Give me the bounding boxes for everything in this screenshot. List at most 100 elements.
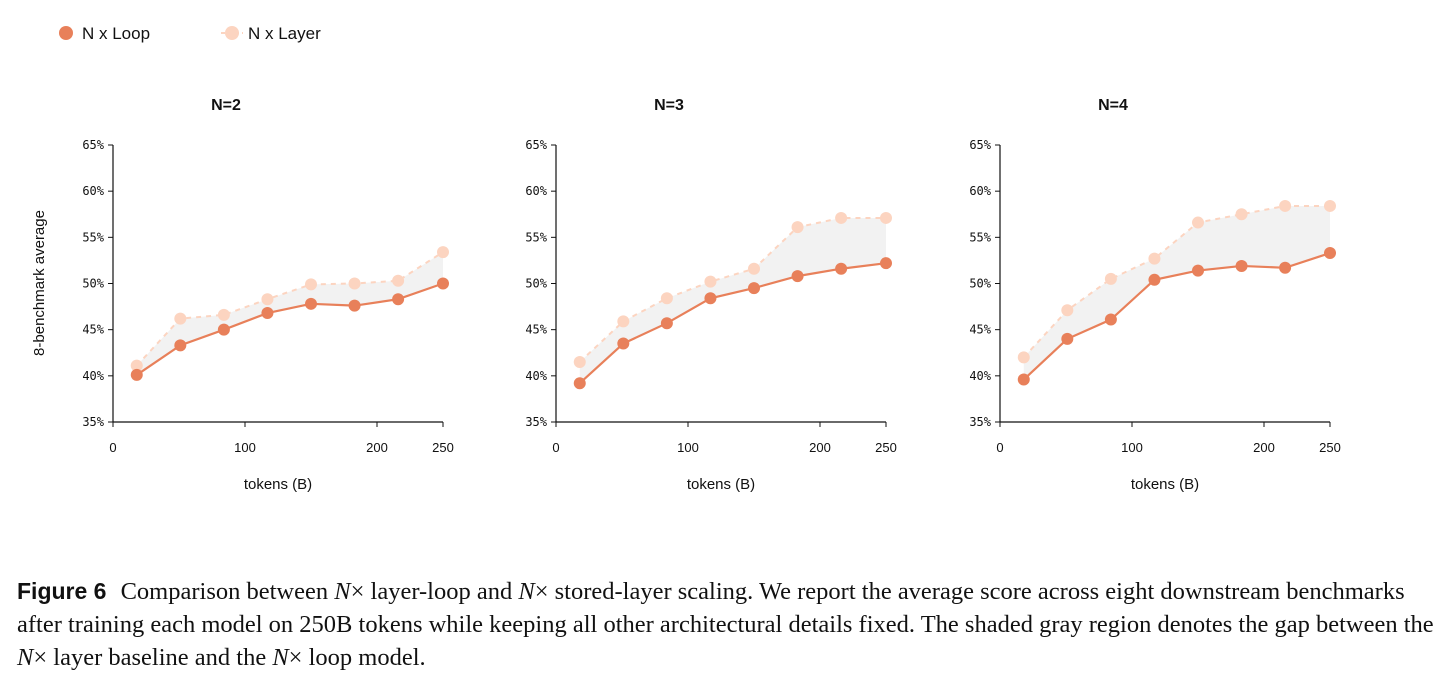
data-point-loop [437,277,449,290]
data-point-loop [1235,259,1248,272]
data-point-loop [1017,373,1030,386]
data-point-layer [880,211,892,224]
x-axis-label: tokens (B) [244,476,312,493]
data-point-layer [1148,252,1161,265]
legend-label-loop: N x Loop [82,24,150,43]
data-point-layer [791,221,804,234]
y-tick-label: 40% [82,369,104,383]
panel-3: N=4 35% 40% 45% 50% 55% 60% 65% 0 100 200 250 tokens… [969,97,1341,493]
x-tick-label: 0 [552,440,559,455]
x-axis-label: tokens (B) [687,476,755,493]
series-line-loop [579,262,887,385]
data-point-loop [392,293,405,306]
x-tick-label: 250 [875,440,897,455]
x-tick-label: 0 [996,440,1003,455]
data-point-loop [880,257,892,270]
y-axis-label: 8-benchmark average [31,210,48,356]
caption-var-2: N [518,578,535,605]
y-tick-label: 65% [525,138,547,152]
data-point-loop [305,297,317,310]
figure-chart: N x Loop N x Layer 8-benchmark average N=2 3… [31,24,1341,493]
gap-region [1023,205,1330,380]
panel-title: N=3 [654,97,684,114]
data-point-loop [660,317,673,330]
caption-var-3: N [17,644,34,671]
x-axis-label: tokens (B) [1131,476,1199,493]
y-tick-label: 60% [969,184,991,198]
data-point-layer [1324,199,1336,212]
data-point-loop [617,337,630,350]
x-tick-label: 250 [432,440,454,455]
x-tick-label: 100 [1121,440,1143,455]
series-line-loop [1023,251,1331,381]
y-tick-label: 55% [969,230,991,244]
data-point-layer [617,315,630,328]
series-line-loop [136,282,444,376]
y-tick-label: 45% [969,323,991,337]
data-point-layer [660,292,673,305]
caption-text-5: × loop model. [288,644,426,671]
data-point-loop [748,282,760,295]
y-tick-label: 35% [525,415,547,429]
data-point-loop [1148,273,1161,286]
data-point-layer [261,293,274,306]
caption-var-1: N [334,578,351,605]
y-tick-label: 35% [969,415,991,429]
data-point-layer [1279,199,1292,212]
data-point-layer [217,308,230,321]
y-tick-label: 65% [82,138,104,152]
data-point-loop [217,323,230,336]
panel-title: N=4 [1098,97,1128,114]
data-point-loop [174,339,187,352]
data-point-layer [1017,351,1030,364]
y-tick-label: 50% [82,277,104,291]
caption-label: Figure 6 [17,578,107,604]
y-tick-label: 55% [82,230,104,244]
panel-2: N=3 35% 40% 45% 50% 55% 60% 65% 0 100 200 250 tokens… [525,97,897,493]
y-tick-label: 60% [525,184,547,198]
caption-var-4: N [272,644,289,671]
data-point-layer [573,355,586,368]
y-tick-label: 45% [82,323,104,337]
data-point-loop [791,270,804,283]
data-point-loop [348,299,361,312]
data-point-loop [704,292,717,305]
x-tick-label: 200 [366,440,388,455]
x-tick-label: 100 [234,440,256,455]
panel-title: N=2 [211,97,241,114]
x-tick-label: 200 [1253,440,1275,455]
y-tick-label: 55% [525,230,547,244]
data-point-loop [1104,313,1117,326]
data-point-layer [174,312,187,325]
data-point-layer [704,275,717,288]
legend-label-layer: N x Layer [248,24,321,43]
data-point-layer [392,274,405,287]
data-point-layer [748,262,760,275]
caption-text-4: × layer baseline and the [33,644,273,671]
data-point-loop [1061,332,1074,345]
data-point-layer [130,359,143,372]
data-point-loop [835,262,848,275]
x-tick-label: 200 [809,440,831,455]
legend-marker-layer [225,26,239,40]
data-point-layer [835,211,848,224]
y-tick-label: 35% [82,415,104,429]
data-point-loop [1324,247,1336,260]
x-tick-label: 0 [109,440,116,455]
data-point-layer [1235,208,1248,221]
data-point-loop [261,307,274,320]
gap-region [579,217,886,384]
caption-text-2: × layer-loop and [350,578,519,605]
caption-text-1: Comparison between [120,578,335,605]
data-point-layer [1104,272,1117,285]
data-point-layer [1061,304,1074,317]
y-tick-label: 60% [82,184,104,198]
gap-region [136,252,443,375]
y-tick-label: 50% [525,277,547,291]
data-point-layer [1192,216,1204,229]
data-point-loop [573,377,586,390]
series-line-layer [136,251,444,367]
y-tick-label: 50% [969,277,991,291]
x-tick-label: 100 [677,440,699,455]
data-point-layer [437,246,449,259]
